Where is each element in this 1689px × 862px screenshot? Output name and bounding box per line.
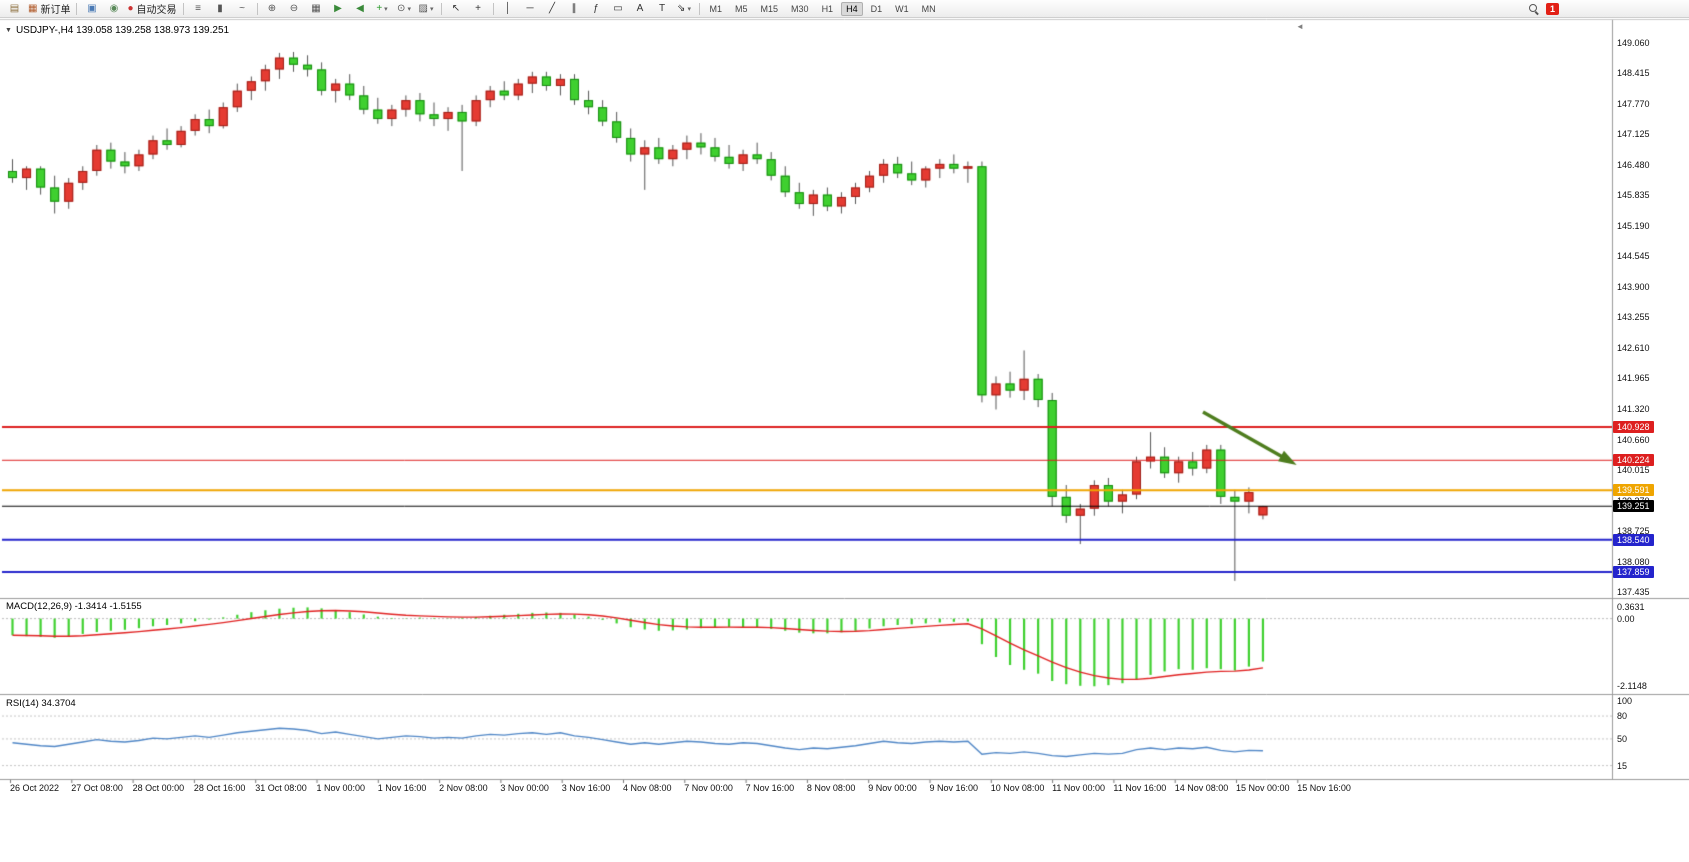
zoom-in-icon: ⊕ [267,3,277,14]
charts-profile-icon[interactable]: ▣ [81,1,102,16]
zoom-out-icon: ⊖ [289,3,299,14]
text-icon[interactable]: A [630,1,651,16]
auto-scroll-icon[interactable]: ▶ [328,1,349,16]
vertical-line-icon[interactable]: │ [498,1,519,16]
auto-scroll-icon: ▶ [334,3,342,14]
crosshair-icon[interactable]: + [468,1,489,16]
new-order-button-label: 新订单 [40,5,71,16]
new-order-button[interactable]: ▦ 新订单 [26,1,72,16]
charts-profile-icon: ▣ [87,3,97,14]
period-icon[interactable]: ⊙ ▾ [394,1,415,16]
candlestick-chart-icon: ▮ [217,3,223,14]
toolbar-separator [440,2,442,15]
timeframe-w1-button[interactable]: W1 [895,3,909,14]
chart-shift-icon: ◀ [356,3,364,14]
text-label-icon: T [658,3,666,14]
new-chart-icon: ▤ [9,3,20,14]
bar-chart-icon: ≡ [195,3,201,14]
time-axis[interactable] [0,780,1689,802]
autotrade-button-label: 自动交易 [136,5,177,16]
chart-shift-icon[interactable]: ◀ [350,1,371,16]
arrows-icon[interactable]: ⇘ ▾ [674,1,695,16]
pane-splitter-timeaxis[interactable] [0,777,1689,782]
shapes-icon[interactable]: ▭ [608,1,629,16]
chart-symbol-ohlc: USDJPY-,H4 139.058 139.258 138.973 139.2… [15,25,230,36]
timeframe-m30-button[interactable]: M30 [791,3,809,14]
toolbar: ▤ ▦ 新订单 ▣ ◉ ● 自动交易 ≡ ▮ ~ ⊕ ⊖ ▦ ▶ ◀ + ▾ ⊙ ▾ ▨ ▾ ↖ + │ ─ ╱ ∥ ƒ ▭ A T ⇘ ▾ M1… [0,0,1689,18]
crosshair-icon: + [475,3,481,14]
timeframe-mn-button[interactable]: MN [921,3,936,14]
vertical-line-icon: │ [504,3,512,14]
period-icon: ⊙ [397,3,406,14]
chart-header: ▼ USDJPY-,H4 139.058 139.258 138.973 139… [5,25,229,36]
rsi-indicator-label: RSI(14) 34.3704 [6,698,76,709]
cursor-icon: ↖ [451,3,461,14]
timeframe-h4-button[interactable]: H4 [841,1,863,16]
pane-splitter-rsi[interactable] [0,693,1689,698]
text-icon: A [636,3,644,14]
toolbar-separator [76,2,78,15]
autotrade-button[interactable]: ● 自动交易 [125,1,178,16]
toolbar-separator [182,2,184,15]
line-chart-icon[interactable]: ~ [232,1,253,16]
add-indicator-icon: + [376,3,383,14]
tile-windows-icon[interactable]: ▦ [306,1,327,16]
order-ticket-icon: ▦ [28,3,38,14]
signals-icon: ◉ [109,3,119,14]
horizontal-line-icon[interactable]: ─ [520,1,541,16]
toolbar-separator [256,2,258,15]
template-icon[interactable]: ▨ ▾ [416,1,437,16]
search-icon[interactable] [1524,1,1545,16]
line-chart-icon: ~ [239,3,245,14]
dropdown-arrow-icon: ▾ [429,5,434,13]
arrows-icon: ⇘ [677,3,686,14]
autotrade-status-icon: ● [127,3,134,14]
timeframe-m5-button[interactable]: M5 [735,3,748,14]
price-axis[interactable] [1613,20,1689,780]
equidistant-channel-icon[interactable]: ∥ [564,1,585,16]
text-label-icon[interactable]: T [652,1,673,16]
fibonacci-icon: ƒ [593,3,599,14]
equidistant-channel-icon: ∥ [571,3,577,14]
toolbar-separator [492,2,494,15]
candlestick-chart-icon[interactable]: ▮ [210,1,231,16]
timeframe-m15-button[interactable]: M15 [760,3,779,14]
macd-indicator-label: MACD(12,26,9) -1.3414 -1.5155 [6,601,142,612]
bar-chart-icon[interactable]: ≡ [188,1,209,16]
timeframe-m1-button[interactable]: M1 [709,3,723,14]
template-icon: ▨ [418,3,428,14]
shapes-icon: ▭ [613,3,623,14]
zoom-in-icon[interactable]: ⊕ [262,1,283,16]
trendline-icon: ╱ [548,3,556,14]
toolbar-separator [698,2,700,15]
timeframe-d1-button[interactable]: D1 [870,3,883,14]
trendline-icon[interactable]: ╱ [542,1,563,16]
dropdown-arrow-icon: ▾ [407,5,411,13]
chart-collapse-icon[interactable]: ▼ [5,27,12,34]
pane-splitter-macd[interactable] [0,597,1689,602]
timeframe-h1-button[interactable]: H1 [821,3,834,14]
dropdown-arrow-icon: ▾ [687,5,691,13]
fibonacci-icon[interactable]: ƒ [586,1,607,16]
cursor-icon[interactable]: ↖ [446,1,467,16]
chart-shift-marker[interactable]: ◄ [1296,22,1304,31]
notification-badge[interactable]: 1 [1545,2,1559,15]
add-indicator-icon[interactable]: + ▾ [372,1,393,16]
tile-windows-icon: ▦ [311,3,321,14]
horizontal-line-icon: ─ [526,3,534,14]
dropdown-arrow-icon: ▾ [384,5,388,13]
signals-icon[interactable]: ◉ [103,1,124,16]
new-chart-icon[interactable]: ▤ [4,1,25,16]
zoom-out-icon[interactable]: ⊖ [284,1,305,16]
